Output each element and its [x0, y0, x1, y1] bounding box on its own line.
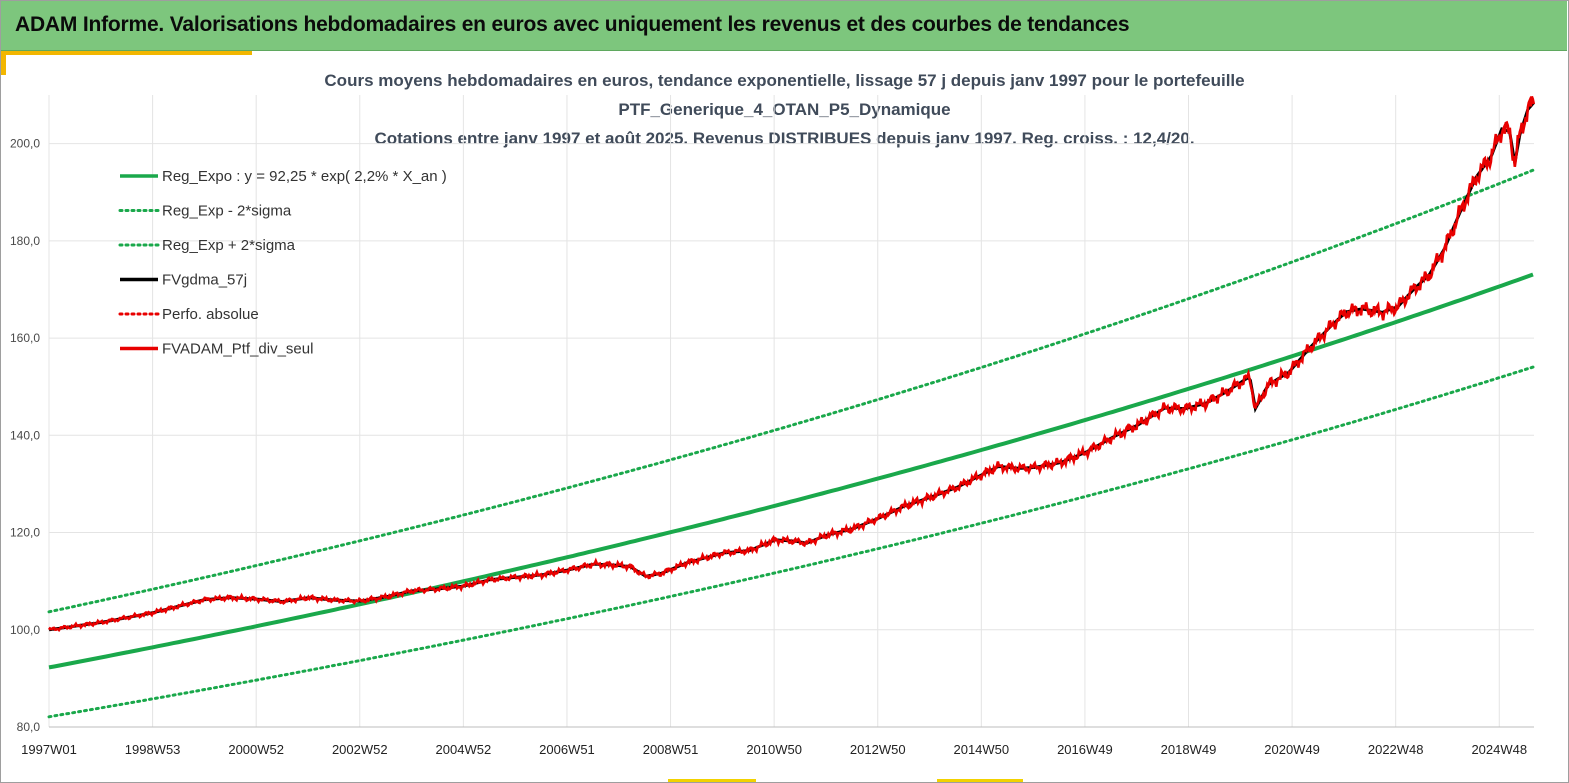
x-tick-label: 2024W48 — [1471, 742, 1527, 757]
x-tick-label: 2008W51 — [643, 742, 699, 757]
x-tick-label: 2022W48 — [1368, 742, 1424, 757]
y-tick-label: 180,0 — [10, 234, 40, 248]
y-tick-label: 100,0 — [10, 623, 40, 637]
x-tick-label: 1998W53 — [125, 742, 181, 757]
page-title: ADAM Informe. Valorisations hebdomadaire… — [15, 13, 1130, 36]
x-tick-label: 2002W52 — [332, 742, 388, 757]
x-tick-label: 1997W01 — [21, 742, 77, 757]
x-tick-label: 2020W49 — [1264, 742, 1320, 757]
footer-mark — [937, 779, 1023, 782]
y-tick-label: 80,0 — [17, 720, 41, 734]
chart-title-line-1: Cours moyens hebdomadaires en euros, ten… — [324, 71, 1245, 90]
y-tick-label: 200,0 — [10, 137, 40, 151]
y-tick-label: 120,0 — [10, 526, 40, 540]
legend-label: Perfo. absolue — [162, 306, 259, 323]
x-tick-label: 2006W51 — [539, 742, 595, 757]
legend-label: Reg_Exp - 2*sigma — [162, 203, 292, 220]
x-tick-label: 2014W50 — [953, 742, 1009, 757]
footer-mark — [668, 779, 756, 782]
series-fvadam-ptf-div-seul — [47, 95, 1536, 632]
legend-label: Reg_Expo : y = 92,25 * exp( 2,2% * X_an … — [162, 168, 447, 185]
accent-bar — [6, 51, 252, 55]
header-bar: ADAM Informe. Valorisations hebdomadaire… — [1, 1, 1567, 51]
series-reg-expo — [48, 272, 1534, 670]
x-tick-label: 2010W50 — [746, 742, 802, 757]
y-tick-label: 140,0 — [10, 428, 40, 442]
x-tick-label: 2018W49 — [1161, 742, 1217, 757]
legend-label: FVADAM_Ptf_div_seul — [162, 341, 313, 358]
x-tick-label: 2012W50 — [850, 742, 906, 757]
series-reg-minus-2sigma — [47, 365, 1535, 719]
x-tick-label: 2004W52 — [436, 742, 492, 757]
x-tick-label: 2016W49 — [1057, 742, 1113, 757]
accent-left-mark — [1, 51, 6, 75]
y-tick-label: 160,0 — [10, 331, 40, 345]
legend-label: FVgdma_57j — [162, 272, 247, 289]
series-reg-plus-2sigma — [47, 168, 1535, 614]
x-tick-label: 2000W52 — [228, 742, 284, 757]
chart-title-line-2: PTF_Generique_4_OTAN_P5_Dynamique — [618, 100, 951, 119]
legend-label: Reg_Exp + 2*sigma — [162, 237, 296, 254]
